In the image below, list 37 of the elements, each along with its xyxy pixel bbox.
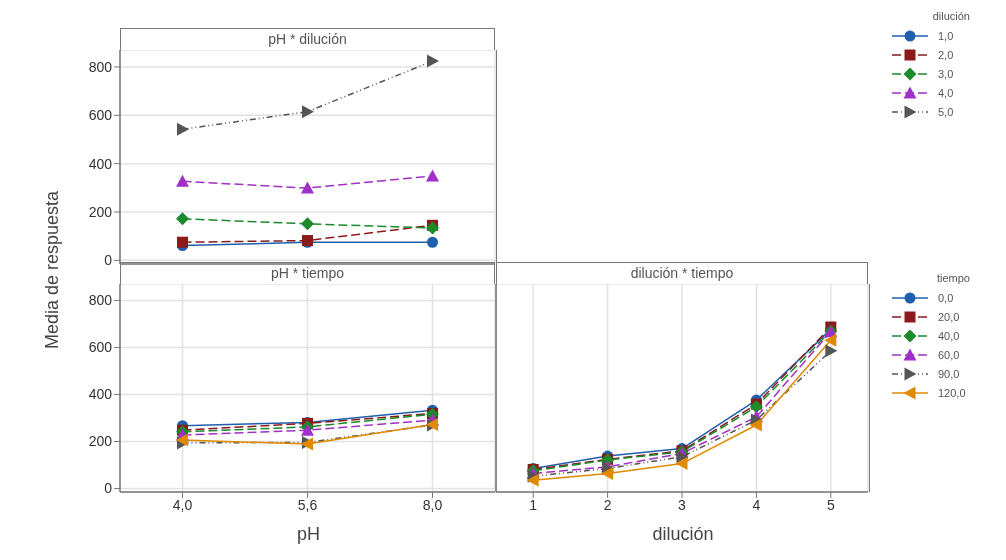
x-axis-title: pH bbox=[296, 524, 321, 545]
y-tick-label: 0 bbox=[104, 252, 113, 269]
y-tick-label: 0 bbox=[104, 480, 113, 497]
x-tick-label: 1 bbox=[529, 496, 538, 513]
x-tick-label: 2 bbox=[603, 496, 612, 513]
x-tick-label: 4 bbox=[752, 496, 761, 513]
legend-label: 1,0 bbox=[938, 29, 954, 42]
legend-label: 20,0 bbox=[938, 310, 960, 323]
y-tick-label: 400 bbox=[88, 386, 113, 403]
y-tick-label: 400 bbox=[88, 155, 113, 172]
legend-title: tiempo bbox=[935, 272, 970, 284]
y-tick-label: 200 bbox=[88, 433, 113, 450]
chart-title: pH * tiempo bbox=[120, 262, 495, 284]
y-tick-label: 200 bbox=[88, 203, 113, 220]
legend-label: 4,0 bbox=[938, 86, 954, 99]
x-tick-label: 8,0 bbox=[422, 496, 443, 513]
y-tick-label: 800 bbox=[88, 292, 113, 309]
legend-label: 5,0 bbox=[938, 105, 954, 118]
chart-title: dilución * tiempo bbox=[496, 262, 868, 284]
x-axis-title: dilución bbox=[651, 524, 715, 545]
legend-title: dilución bbox=[931, 10, 970, 22]
legend-label: 40,0 bbox=[938, 329, 960, 342]
legend-label: 90,0 bbox=[938, 367, 960, 380]
y-axis-title: Media de respuesta bbox=[41, 190, 63, 350]
y-tick-label: 600 bbox=[88, 107, 113, 124]
y-tick-label: 800 bbox=[88, 58, 113, 75]
x-tick-label: 5 bbox=[826, 496, 835, 513]
x-tick-label: 5,6 bbox=[297, 496, 318, 513]
legend-label: 120,0 bbox=[938, 386, 966, 399]
x-tick-label: 4,0 bbox=[172, 496, 193, 513]
y-tick-label: 600 bbox=[88, 339, 113, 356]
legend-label: 0,0 bbox=[938, 291, 954, 304]
chart-title: pH * dilución bbox=[120, 28, 495, 50]
legend-label: 3,0 bbox=[938, 67, 954, 80]
x-tick-label: 3 bbox=[678, 496, 687, 513]
legend-label: 2,0 bbox=[938, 48, 954, 61]
legend-label: 60,0 bbox=[938, 348, 960, 361]
